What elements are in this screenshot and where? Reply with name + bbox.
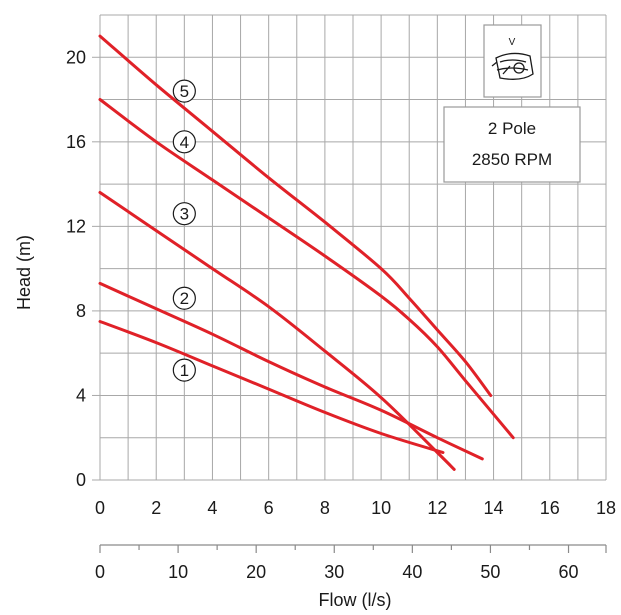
x-tick-label: 16: [540, 498, 560, 518]
secondary-x-tick-label: 50: [480, 562, 500, 582]
curve-label-circle-1: [172, 358, 196, 382]
curve-5: [98, 34, 493, 397]
pump-icon-letter: V: [509, 37, 516, 48]
secondary-x-tick-label: 40: [402, 562, 422, 582]
x-tick-label: 0: [95, 498, 105, 518]
y-tick-label: 16: [66, 132, 86, 152]
curve-label-circle-3: [172, 202, 196, 226]
pump-icon: [491, 52, 534, 80]
curve-labels: 1 2 3 4 5: [172, 79, 196, 382]
curve-label-5: 5: [180, 82, 189, 101]
y-tick-label: 4: [76, 385, 86, 405]
curve-label-circle-2: [172, 286, 196, 310]
curves: [98, 34, 515, 471]
x-tick-label: 4: [207, 498, 217, 518]
secondary-x-tick-label: 20: [246, 562, 266, 582]
x-axis-title: Flow (l/s): [319, 590, 392, 610]
info-panel: V 2 Pole 2850 RPM: [443, 24, 581, 183]
y-tick-label: 8: [76, 301, 86, 321]
x-tick-label: 2: [151, 498, 161, 518]
grid: [92, 14, 607, 481]
rpm-value: 2850 RPM: [472, 150, 552, 169]
y-tick-label: 12: [66, 216, 86, 236]
curve-label-circle-5: [172, 79, 196, 103]
y-axis-title: Head (m): [14, 235, 34, 310]
curve-label-1: 1: [180, 361, 189, 380]
curve-label-2: 2: [180, 289, 189, 308]
curve-label-circle-4: [172, 130, 196, 154]
secondary-x-tick-label: 0: [95, 562, 105, 582]
secondary-x-tick-label: 10: [168, 562, 188, 582]
x-tick-label: 14: [484, 498, 504, 518]
curve-label-3: 3: [180, 205, 189, 224]
y-tick-label: 0: [76, 470, 86, 490]
pole-count: 2 Pole: [488, 119, 536, 138]
y-tick-label: 20: [66, 47, 86, 67]
curve-3: [98, 191, 456, 471]
x-tick-label: 10: [371, 498, 391, 518]
x-tick-label: 18: [596, 498, 616, 518]
x-tick-label: 8: [320, 498, 330, 518]
x-tick-label: 6: [264, 498, 274, 518]
curve-label-4: 4: [180, 133, 189, 152]
secondary-x-tick-label: 30: [324, 562, 344, 582]
curve-1: [98, 320, 445, 454]
secondary-x-tick-label: 60: [559, 562, 579, 582]
x-tick-label: 12: [427, 498, 447, 518]
curve-4: [98, 98, 515, 440]
curve-2: [98, 281, 484, 461]
speed-info-box: [443, 106, 581, 183]
